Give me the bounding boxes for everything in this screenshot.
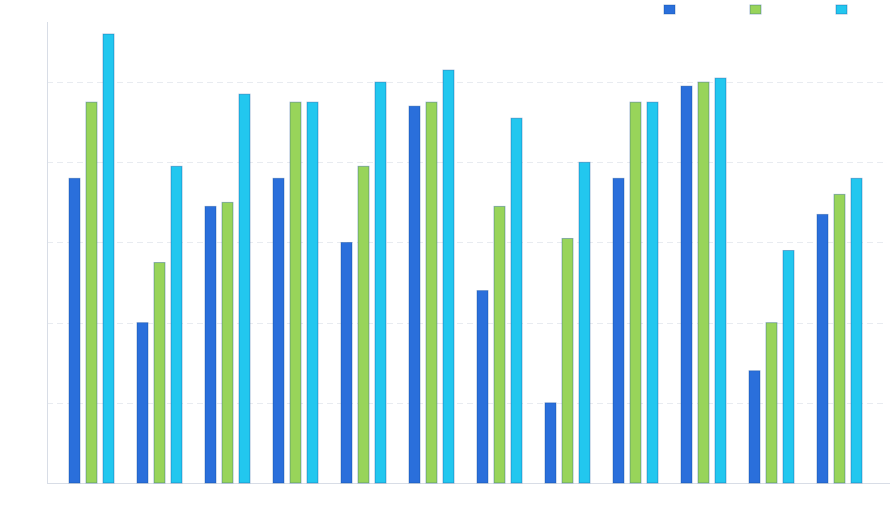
- bar-series1-cat12[interactable]: [816, 213, 829, 484]
- bar-series3-cat5[interactable]: [374, 81, 387, 484]
- bar-series2-cat1[interactable]: [85, 101, 98, 484]
- bar-series2-cat5[interactable]: [357, 165, 370, 484]
- bar-series2-cat10[interactable]: [697, 81, 710, 484]
- bar-series1-cat4[interactable]: [272, 177, 285, 484]
- bar-series1-cat2[interactable]: [136, 322, 149, 484]
- bar-series1-cat3[interactable]: [204, 205, 217, 484]
- bar-series3-cat9[interactable]: [646, 101, 659, 484]
- bar-series2-cat12[interactable]: [833, 193, 846, 484]
- bar-series1-cat9[interactable]: [612, 177, 625, 484]
- bar-series1-cat5[interactable]: [340, 241, 353, 484]
- bar-series1-cat8[interactable]: [544, 402, 557, 484]
- bar-series3-cat10[interactable]: [714, 77, 727, 484]
- bar-series3-cat3[interactable]: [238, 93, 251, 484]
- bar-series3-cat12[interactable]: [850, 177, 863, 484]
- bar-series2-cat9[interactable]: [629, 101, 642, 484]
- bar-series2-cat4[interactable]: [289, 101, 302, 484]
- bar-series1-cat6[interactable]: [408, 105, 421, 484]
- gridlines: [47, 82, 887, 404]
- bar-series1-cat10[interactable]: [680, 85, 693, 484]
- bar-series2-cat8[interactable]: [561, 237, 574, 484]
- bar-series3-cat2[interactable]: [170, 165, 183, 484]
- bar-series3-cat1[interactable]: [102, 33, 115, 484]
- legend-swatch-series1[interactable]: [663, 4, 676, 15]
- bar-series3-cat8[interactable]: [578, 161, 591, 484]
- bars: [68, 33, 863, 484]
- legend-swatch-series3[interactable]: [835, 4, 848, 15]
- bar-series1-cat7[interactable]: [476, 290, 489, 484]
- bar-series3-cat4[interactable]: [306, 101, 319, 484]
- bar-series2-cat2[interactable]: [153, 262, 166, 484]
- bar-series1-cat11[interactable]: [748, 370, 761, 484]
- axes: [47, 22, 890, 484]
- bar-series3-cat6[interactable]: [442, 69, 455, 484]
- legend: [663, 4, 848, 15]
- bar-series3-cat11[interactable]: [782, 249, 795, 484]
- bar-series2-cat11[interactable]: [765, 322, 778, 484]
- legend-swatch-series2[interactable]: [749, 4, 762, 15]
- bar-series2-cat6[interactable]: [425, 101, 438, 484]
- bar-series1-cat1[interactable]: [68, 177, 81, 484]
- bar-series3-cat7[interactable]: [510, 117, 523, 484]
- bar-series2-cat3[interactable]: [221, 201, 234, 484]
- bar-series2-cat7[interactable]: [493, 205, 506, 484]
